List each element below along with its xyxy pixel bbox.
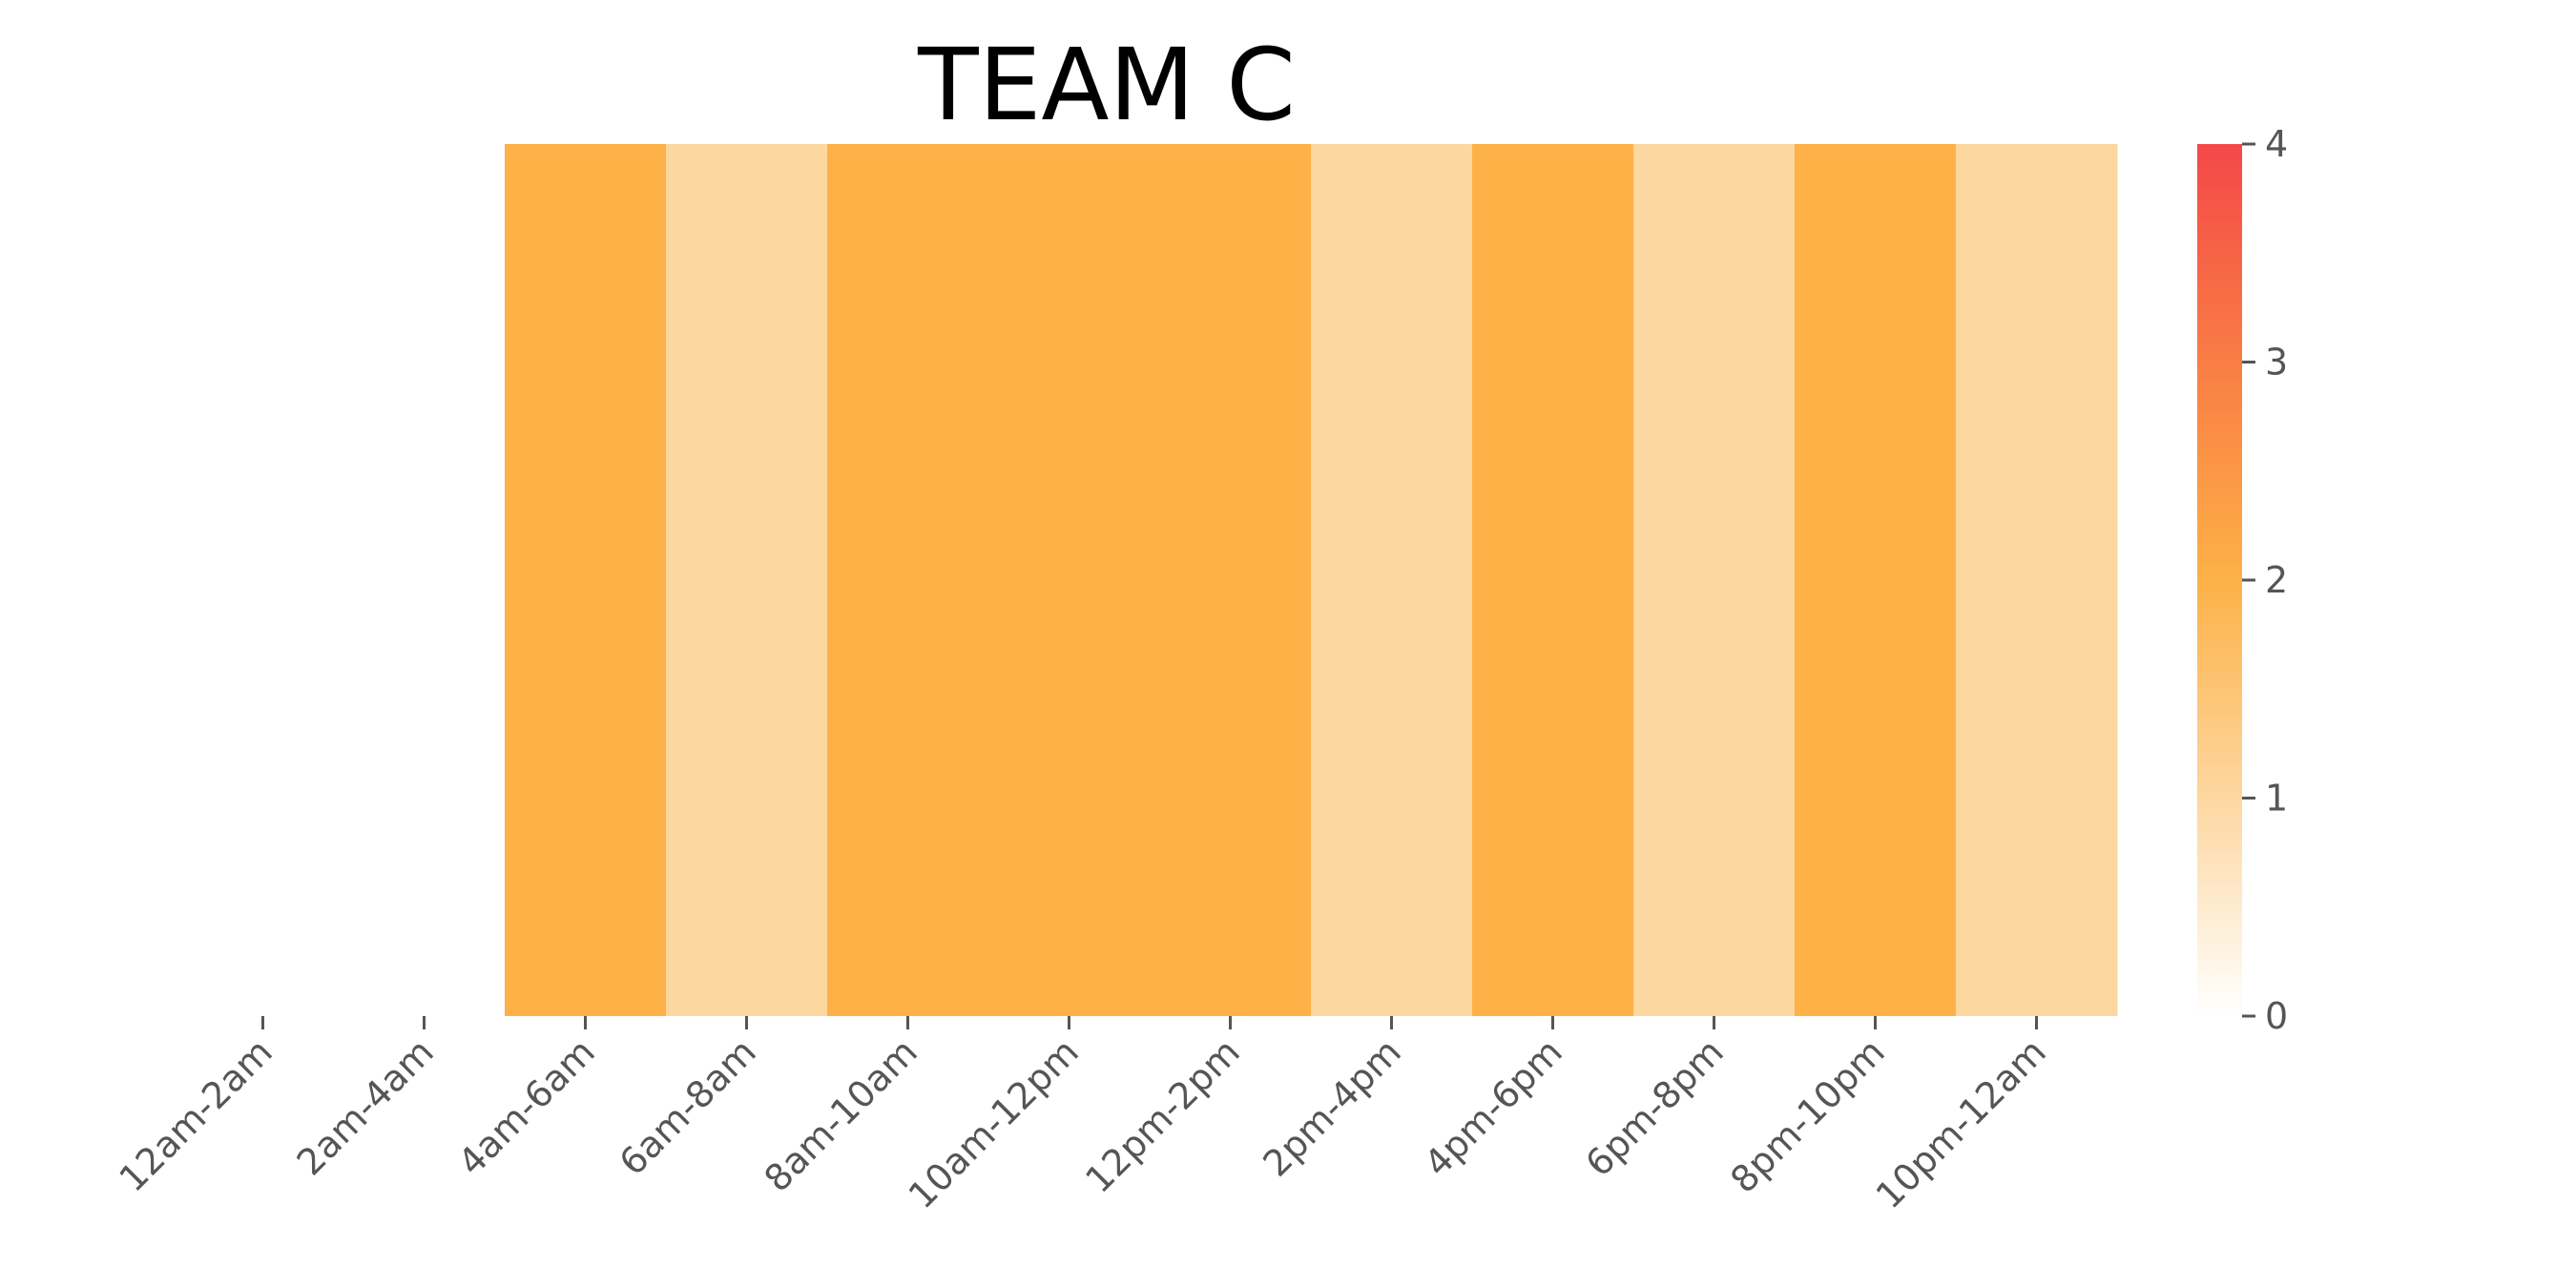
x-tick-label: 2pm-4pm	[1255, 1030, 1408, 1184]
x-tick-label: 10pm-12am	[1868, 1030, 2054, 1216]
chart-title: TEAM C	[917, 27, 1296, 143]
colorbar-axis: 0 1 2 3 4	[2242, 123, 2288, 1037]
colorbar-tick-label: 3	[2265, 342, 2288, 384]
colorbar-tick-label: 2	[2265, 559, 2288, 601]
heatmap-cell-2pm-4pm	[1311, 144, 1473, 1016]
heatmap-cells	[505, 144, 2118, 1016]
heatmap-cell-8am-10am	[827, 144, 989, 1016]
x-tick-label: 8am-10am	[756, 1030, 924, 1199]
x-axis: 12am-2am 2am-4am 4am-6am 6am-8am8am-10am10a…	[111, 1016, 2054, 1216]
colorbar	[2197, 144, 2242, 1016]
x-tick-label: 2am-4am	[289, 1030, 442, 1183]
heatmap-cell-4pm-6pm	[1472, 144, 1634, 1016]
heatmap-cell-12pm-2pm	[1150, 144, 1312, 1016]
heatmap-cell-10am-12pm	[988, 144, 1151, 1016]
colorbar-tick-label: 4	[2265, 123, 2288, 165]
heatmap-cell-6am-8am	[666, 144, 828, 1016]
colorbar-tick-label: 0	[2265, 995, 2288, 1037]
heatmap-cell-10pm-12am	[1956, 144, 2118, 1016]
x-tick-label: 6am-8am	[612, 1030, 764, 1183]
x-tick-label: 4pm-6pm	[1416, 1030, 1569, 1184]
x-tick-label: 12am-2am	[111, 1030, 280, 1199]
heatmap-cell-4am-6am	[505, 144, 667, 1016]
x-tick-label: 12pm-2pm	[1077, 1030, 1248, 1201]
heatmap-cell-6pm-8pm	[1633, 144, 1796, 1016]
colorbar-tick-label: 1	[2265, 778, 2288, 820]
heatmap-cell-8pm-10pm	[1795, 144, 1957, 1016]
x-tick-label: 8pm-10pm	[1722, 1030, 1893, 1201]
x-tick-label: 10am-12pm	[901, 1030, 1087, 1216]
x-tick-label: 4am-6am	[450, 1030, 603, 1183]
x-tick-label: 6pm-8pm	[1577, 1030, 1731, 1184]
